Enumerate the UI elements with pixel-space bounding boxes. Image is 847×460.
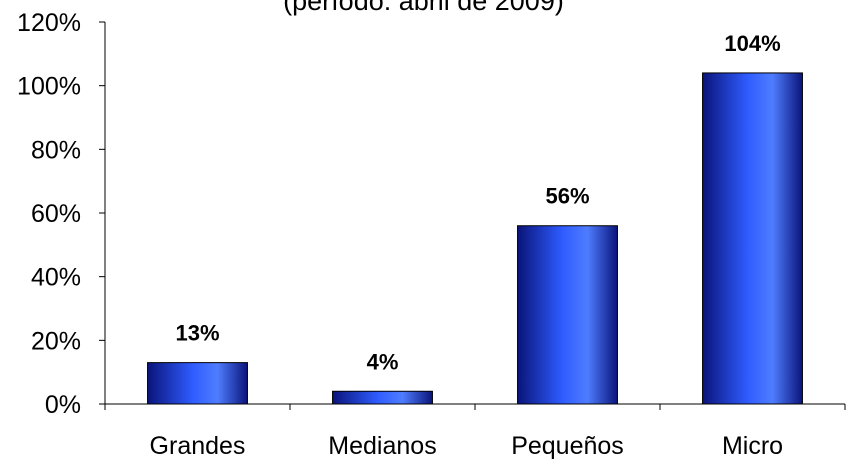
- bar-pequeños: [517, 225, 618, 405]
- y-tick-label: 20%: [31, 327, 81, 355]
- y-tick-label: 80%: [31, 136, 81, 164]
- y-tick-label: 120%: [17, 9, 81, 37]
- bar-grandes: [147, 362, 248, 405]
- x-tick-label: Grandes: [150, 432, 246, 460]
- labels: 0% 20% 40% 60% 80% 100% 120% 13% Grandes 4% Median…: [17, 9, 783, 460]
- x-tick-label: Medianos: [328, 432, 436, 460]
- y-tick-label: 0%: [45, 391, 81, 419]
- y-tick-label: 40%: [31, 264, 81, 292]
- y-tick-label: 100%: [17, 73, 81, 101]
- chart-title: (período: abril de 2009): [283, 0, 564, 16]
- bar-micro: [702, 72, 803, 405]
- bar-medianos: [332, 390, 433, 405]
- data-label: 56%: [545, 184, 589, 209]
- x-tick-label: Micro: [722, 432, 783, 460]
- data-label: 4%: [367, 349, 399, 374]
- data-label: 13%: [175, 321, 219, 346]
- x-tick-label: Pequeños: [511, 432, 624, 460]
- data-label: 104%: [724, 31, 780, 56]
- bars: [147, 72, 803, 405]
- y-tick-label: 60%: [31, 200, 81, 228]
